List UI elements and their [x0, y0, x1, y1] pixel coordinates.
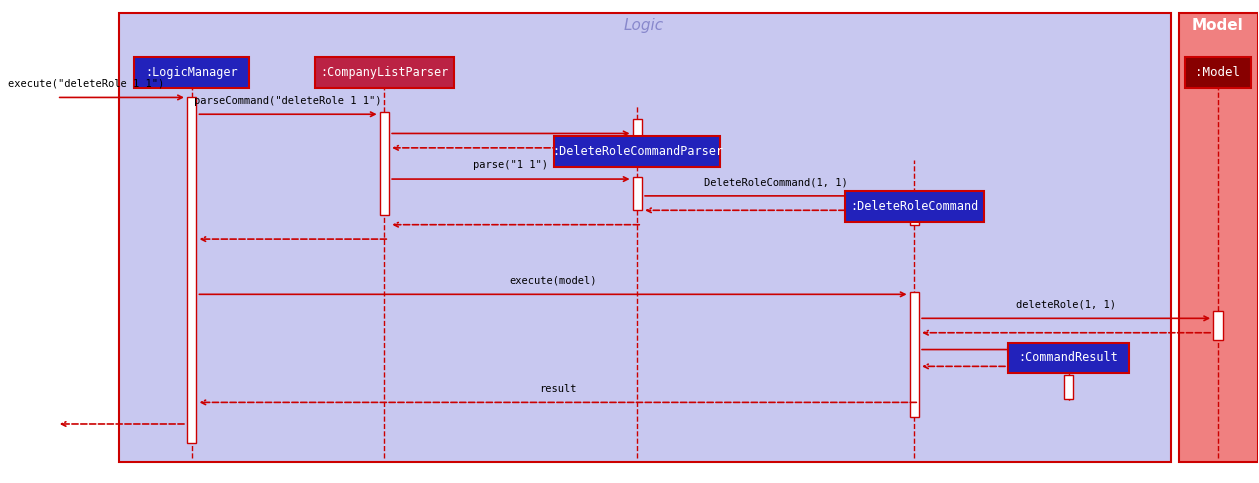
Text: :CompanyListParser: :CompanyListParser [320, 66, 448, 79]
Text: :DeleteRoleCommand: :DeleteRoleCommand [850, 200, 978, 213]
FancyBboxPatch shape [632, 177, 642, 210]
Text: Model: Model [1192, 18, 1244, 33]
FancyBboxPatch shape [909, 194, 919, 225]
Text: parse("1 1"): parse("1 1") [473, 160, 549, 170]
FancyBboxPatch shape [632, 119, 642, 153]
Text: DeleteRoleCommand(1, 1): DeleteRoleCommand(1, 1) [704, 177, 847, 187]
FancyBboxPatch shape [135, 57, 249, 88]
Text: execute(model): execute(model) [509, 276, 597, 285]
Text: :LogicManager: :LogicManager [145, 66, 238, 79]
FancyBboxPatch shape [186, 98, 196, 443]
FancyBboxPatch shape [1008, 342, 1129, 373]
Text: :Model: :Model [1195, 66, 1240, 79]
Text: result: result [539, 384, 577, 394]
FancyBboxPatch shape [554, 136, 720, 167]
FancyBboxPatch shape [1214, 311, 1222, 340]
FancyBboxPatch shape [845, 191, 983, 222]
FancyBboxPatch shape [1185, 57, 1251, 88]
FancyBboxPatch shape [120, 14, 1171, 462]
FancyBboxPatch shape [909, 292, 919, 417]
Text: deleteRole(1, 1): deleteRole(1, 1) [1016, 299, 1117, 310]
FancyBboxPatch shape [1064, 375, 1074, 399]
FancyBboxPatch shape [1180, 14, 1258, 462]
Text: parseCommand("deleteRole 1 1"): parseCommand("deleteRole 1 1") [194, 96, 381, 106]
Text: execute("deleteRole 1 1"): execute("deleteRole 1 1") [8, 79, 164, 89]
Text: :DeleteRoleCommandParser: :DeleteRoleCommandParser [551, 145, 723, 158]
FancyBboxPatch shape [315, 57, 453, 88]
FancyBboxPatch shape [379, 112, 389, 215]
Text: Logic: Logic [623, 18, 663, 33]
Text: :CommandResult: :CommandResult [1019, 351, 1118, 364]
